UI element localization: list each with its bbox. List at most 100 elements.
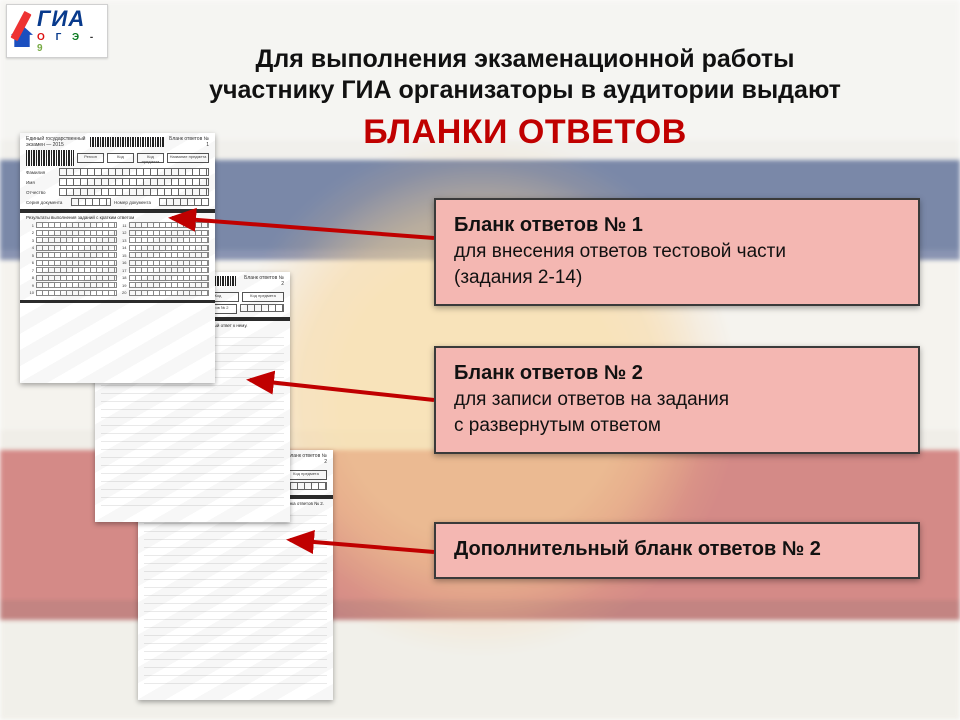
callout-1: Бланк ответов № 1 для внесения ответов т…	[434, 198, 920, 306]
answer-row: 20	[119, 290, 210, 296]
box-label: Код предмета	[242, 292, 284, 302]
box-label: Код	[107, 153, 134, 163]
answer-cells	[129, 252, 210, 258]
heading-line1: Для выполнения экзаменационной работы	[110, 44, 940, 75]
doc-label: Серия документа	[26, 200, 68, 205]
sheet1-header-right: Бланк ответов № 1	[169, 137, 209, 148]
heading-title: БЛАНКИ ОТВЕТОВ	[110, 113, 940, 152]
answer-cells	[129, 275, 210, 281]
slide-heading: Для выполнения экзаменационной работы уч…	[110, 44, 940, 152]
cell-strip	[240, 304, 284, 312]
logo-text: ГИА	[37, 8, 85, 30]
answer-row: 17	[119, 267, 210, 273]
answer-num: 13	[119, 238, 127, 243]
logo-sub-e: Э	[72, 32, 83, 43]
answer-row: 4	[26, 245, 117, 251]
answer-num: 16	[119, 260, 127, 265]
answer-row: 5	[26, 252, 117, 258]
answer-row: 2	[26, 230, 117, 236]
answer-row: 15	[119, 252, 210, 258]
logo-mark	[11, 11, 35, 49]
answer-num: 3	[26, 238, 34, 243]
answer-row: 10	[26, 290, 117, 296]
callout-2-desc2: с развернутым ответом	[454, 413, 900, 439]
answer-num: 14	[119, 245, 127, 250]
answer-num: 15	[119, 253, 127, 258]
answer-num: 19	[119, 283, 127, 288]
answer-row: 11	[119, 222, 210, 228]
answer-cells	[36, 290, 117, 296]
answer-cells	[129, 267, 210, 273]
callout-1-desc1: для внесения ответов тестовой части	[454, 239, 900, 265]
answer-cells	[36, 267, 117, 273]
answer-cells	[36, 275, 117, 281]
answer-cells	[36, 230, 117, 236]
answer-num: 4	[26, 245, 34, 250]
answer-row: 8	[26, 275, 117, 281]
answer-cells	[129, 237, 210, 243]
doc-label: Номер документа	[114, 200, 156, 205]
answer-num: 10	[26, 290, 34, 295]
sheet1-header-left: Единый государственный экзамен — 2015	[26, 137, 86, 148]
answer-cells	[129, 222, 210, 228]
answer-row: 18	[119, 275, 210, 281]
name-label: Отчество	[26, 190, 56, 195]
answer-cells	[129, 282, 210, 288]
answer-row: 16	[119, 260, 210, 266]
gia-logo: ГИА О Г Э - 9	[6, 4, 108, 58]
logo-sub-dash: -	[90, 32, 97, 43]
logo-sub-o: О	[37, 32, 49, 43]
answer-cells	[129, 290, 210, 296]
answer-num: 11	[119, 223, 127, 228]
answer-row: 6	[26, 260, 117, 266]
answer-row: 14	[119, 245, 210, 251]
answer-row: 3	[26, 237, 117, 243]
logo-subtext: О Г Э - 9	[37, 32, 107, 54]
box-label: Регион	[77, 153, 104, 163]
callout-2: Бланк ответов № 2 для записи ответов на …	[434, 346, 920, 454]
answer-cells	[36, 260, 117, 266]
sheet2-header-right: Бланк ответов № 2	[240, 276, 284, 287]
box-label: Название предмета	[167, 153, 209, 163]
answer-cells	[36, 222, 117, 228]
answer-num: 8	[26, 275, 34, 280]
form-sheet-1: Единый государственный экзамен — 2015 Бл…	[20, 133, 215, 383]
sheet1-section-title: Результаты выполнения заданий с кратким …	[26, 215, 209, 220]
answer-num: 7	[26, 268, 34, 273]
callout-2-desc1: для записи ответов на задания	[454, 387, 900, 413]
divider	[20, 209, 215, 213]
sheet1-box-row: Регион Код Код предмета Название предмет…	[77, 153, 209, 163]
cell-strip	[59, 168, 209, 176]
answer-row: 1	[26, 222, 117, 228]
cell-strip	[59, 178, 209, 186]
cell-strip	[71, 198, 111, 206]
barcode-icon	[26, 150, 74, 166]
answer-num: 9	[26, 283, 34, 288]
heading-line2: участнику ГИА организаторы в аудитории в…	[110, 75, 940, 106]
box-label: Код предмета	[137, 153, 164, 163]
cell-strip	[59, 188, 209, 196]
answer-cells	[129, 245, 210, 251]
answer-num: 6	[26, 260, 34, 265]
box-label: Код предмета	[285, 470, 327, 480]
callout-1-desc2: (задания 2-14)	[454, 265, 900, 291]
logo-sub-nine: 9	[37, 43, 47, 54]
answer-num: 20	[119, 290, 127, 295]
answer-cells	[36, 282, 117, 288]
name-label: Фамилия	[26, 170, 56, 175]
answer-num: 2	[26, 230, 34, 235]
answer-grid: 1234567891011121314151617181920	[26, 222, 209, 297]
answer-num: 18	[119, 275, 127, 280]
answer-cells	[36, 237, 117, 243]
name-label: Имя	[26, 180, 56, 185]
answer-row: 9	[26, 282, 117, 288]
answer-num: 17	[119, 268, 127, 273]
answer-num: 12	[119, 230, 127, 235]
callout-3-title: Дополнительный бланк ответов № 2	[454, 538, 900, 561]
answer-row: 7	[26, 267, 117, 273]
barcode-icon	[90, 137, 165, 147]
answer-num: 1	[26, 223, 34, 228]
answer-cells	[36, 252, 117, 258]
callout-3: Дополнительный бланк ответов № 2	[434, 522, 920, 579]
cell-strip	[159, 198, 209, 206]
